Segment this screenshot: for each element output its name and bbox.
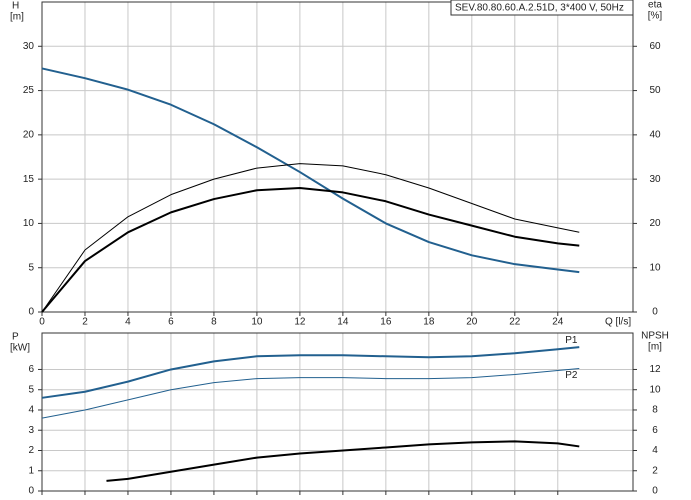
curve bbox=[41, 346, 580, 399]
curve bbox=[106, 440, 580, 482]
y2-tick-label: 2 bbox=[652, 465, 658, 476]
y2-tick-label: 4 bbox=[652, 445, 658, 456]
legend-label: P2 bbox=[565, 370, 578, 381]
x-tick-label: 22 bbox=[509, 317, 521, 328]
y-tick-label: 2 bbox=[28, 445, 34, 456]
y2-tick-label: 12 bbox=[649, 364, 661, 375]
y-tick-label: 25 bbox=[23, 85, 35, 96]
y-axis-label: P bbox=[12, 332, 19, 343]
curve bbox=[41, 367, 580, 419]
plot-frame bbox=[41, 1, 634, 313]
y2-tick-label: 0 bbox=[652, 486, 658, 497]
y2-tick-label: 6 bbox=[652, 425, 658, 436]
y2-tick-label: 30 bbox=[649, 174, 661, 185]
y-tick-label: 4 bbox=[28, 405, 34, 416]
y-tick-label: 0 bbox=[28, 486, 34, 497]
x-tick-label: 6 bbox=[168, 317, 174, 328]
y-axis-unit: [kW] bbox=[10, 343, 30, 354]
y-tick-label: 15 bbox=[23, 174, 35, 185]
chart-title: SEV.80.80.60.A.2.51D, 3*400 V, 50Hz bbox=[455, 3, 624, 14]
curve bbox=[41, 163, 580, 313]
y-tick-label: 5 bbox=[28, 384, 34, 395]
y2-tick-label: 10 bbox=[649, 262, 661, 273]
curve bbox=[41, 67, 580, 274]
x-tick-label: 10 bbox=[251, 317, 263, 328]
x-tick-label: 16 bbox=[380, 317, 392, 328]
legend-label: P1 bbox=[565, 335, 578, 346]
y-tick-label: 1 bbox=[28, 465, 34, 476]
y2-tick-label: 60 bbox=[649, 41, 661, 52]
y2-tick-label: 50 bbox=[649, 85, 661, 96]
y2-axis-unit: [%] bbox=[648, 11, 663, 22]
y-tick-label: 5 bbox=[28, 262, 34, 273]
x-tick-label: 4 bbox=[125, 317, 131, 328]
y2-tick-label: 40 bbox=[649, 129, 661, 140]
plot-frame bbox=[41, 332, 634, 492]
x-tick-label: 24 bbox=[552, 317, 564, 328]
x-tick-label: 14 bbox=[337, 317, 349, 328]
y-tick-label: 3 bbox=[28, 425, 34, 436]
y-tick-label: 0 bbox=[28, 307, 34, 318]
x-tick-label: 2 bbox=[82, 317, 88, 328]
y2-tick-label: 0 bbox=[652, 307, 658, 318]
y2-axis-unit: [m] bbox=[648, 342, 662, 353]
x-tick-label: 0 bbox=[39, 317, 45, 328]
y2-axis-label: eta bbox=[648, 0, 662, 11]
x-tick-label: 20 bbox=[466, 317, 478, 328]
y2-axis-label: NPSH bbox=[641, 331, 669, 342]
y2-tick-label: 10 bbox=[649, 384, 661, 395]
title-box bbox=[450, 0, 634, 16]
y-tick-label: 30 bbox=[23, 41, 35, 52]
y-tick-label: 6 bbox=[28, 364, 34, 375]
y-tick-label: 20 bbox=[23, 129, 35, 140]
x-tick-label: 12 bbox=[294, 317, 306, 328]
y2-tick-label: 8 bbox=[652, 405, 658, 416]
y-tick-label: 10 bbox=[23, 218, 35, 229]
x-tick-label: 18 bbox=[423, 317, 435, 328]
y-axis-unit: [m] bbox=[10, 12, 24, 23]
y-axis-label: H bbox=[12, 1, 19, 12]
y2-tick-label: 20 bbox=[649, 218, 661, 229]
curve bbox=[41, 187, 580, 313]
x-tick-label: 8 bbox=[211, 317, 217, 328]
x-axis-label: Q [l/s] bbox=[605, 317, 631, 328]
